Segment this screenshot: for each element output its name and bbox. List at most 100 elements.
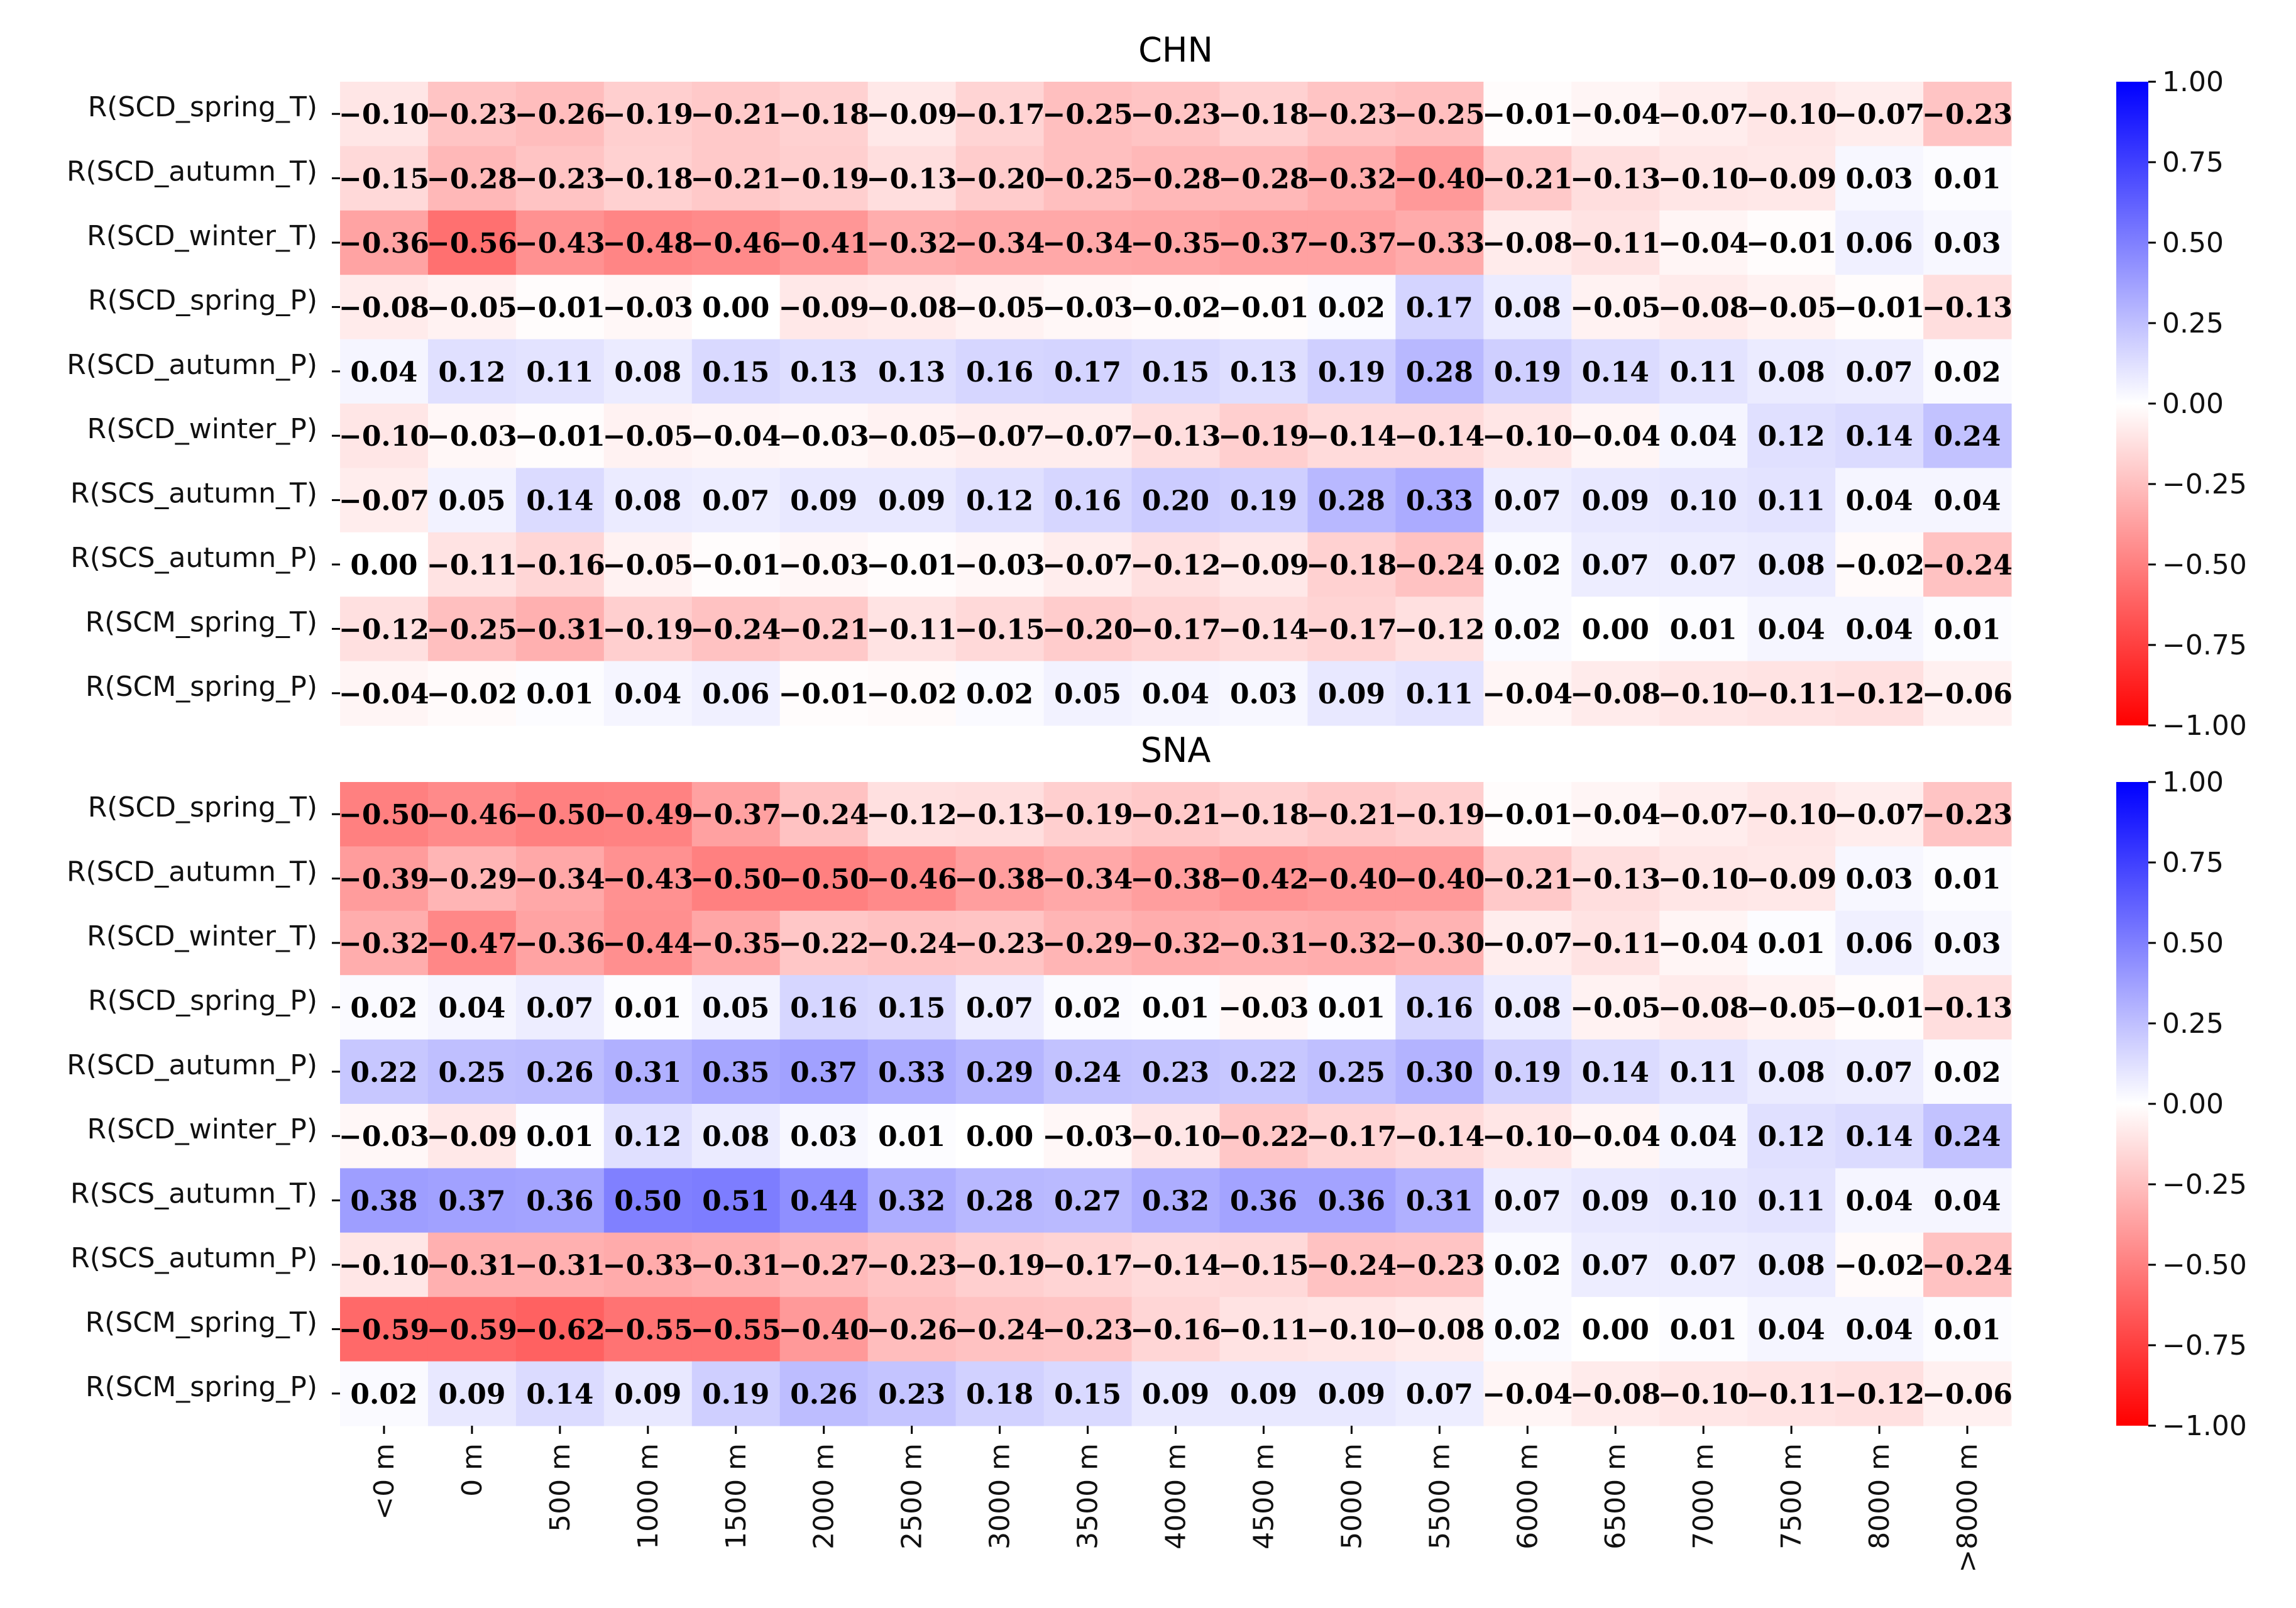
cell-value-label: 0.04 <box>1845 1314 1913 1346</box>
heatmap-cell <box>1483 1039 1572 1104</box>
heatmap-cell <box>1835 82 1924 146</box>
cell-value-label: 0.11 <box>1670 1057 1737 1089</box>
heatmap-cell <box>1043 1361 1133 1426</box>
cell-value-label: 0.19 <box>1318 356 1385 388</box>
heatmap-cell <box>603 1232 693 1297</box>
cell-value-label: −0.32 <box>1130 928 1221 960</box>
cell-value-label: −0.18 <box>1306 549 1397 581</box>
cell-value-label: −0.15 <box>1218 1250 1309 1282</box>
heatmap-cell <box>340 661 429 726</box>
heatmap-cell <box>1571 1039 1660 1104</box>
colorbar-tick-label: 0.75 <box>2162 847 2224 879</box>
heatmap-cell <box>779 339 869 404</box>
heatmap-cell <box>1395 975 1484 1040</box>
cell-value-label: −0.33 <box>1394 228 1485 260</box>
cell-value-label: −0.23 <box>1922 799 2013 831</box>
cell-value-label: −0.16 <box>1130 1314 1221 1346</box>
heatmap-cell <box>1219 1297 1309 1362</box>
heatmap-cell <box>1659 82 1748 146</box>
cell-value-label: 0.19 <box>1230 485 1297 517</box>
cell-value-label: −0.10 <box>339 421 429 453</box>
cell-value-label: −0.01 <box>867 549 957 581</box>
heatmap-cell <box>955 532 1045 597</box>
heatmap-cell <box>1923 339 2012 404</box>
cell-value-label: −0.59 <box>427 1314 517 1346</box>
heatmap-cell <box>1131 532 1221 597</box>
heatmap-cell <box>1131 404 1221 468</box>
cell-value-label: 0.38 <box>350 1186 417 1218</box>
cell-value-label: 0.35 <box>702 1057 769 1089</box>
cell-value-label: −0.11 <box>867 614 957 646</box>
heatmap-cell <box>1923 910 2012 976</box>
cell-value-label: −0.44 <box>603 928 693 960</box>
cell-value-label: −0.37 <box>691 799 781 831</box>
cell-value-label: 0.02 <box>1494 614 1561 646</box>
cell-value-label: 0.51 <box>702 1186 769 1218</box>
heatmap-cell <box>867 661 957 726</box>
cell-value-label: −0.14 <box>1394 1121 1485 1153</box>
cell-value-label: −0.10 <box>1658 1379 1749 1411</box>
cell-value-label: −0.28 <box>427 163 517 195</box>
cell-value-label: −0.35 <box>1130 228 1221 260</box>
cell-value-label: −0.09 <box>427 1121 517 1153</box>
heatmap-cell <box>1131 210 1221 275</box>
heatmap-cell <box>427 146 517 211</box>
heatmap-cell <box>1483 910 1572 976</box>
heatmap-cell <box>1659 210 1748 275</box>
cell-value-label: −0.25 <box>1394 99 1485 131</box>
row-label: R(SCD_spring_P) <box>88 284 317 316</box>
cell-value-label: 0.16 <box>1054 485 1121 517</box>
heatmap-cell <box>1131 1039 1221 1104</box>
cell-value-label: 0.03 <box>1933 228 2001 260</box>
heatmap-cell <box>955 82 1045 146</box>
heatmap-cell <box>779 468 869 533</box>
cell-value-label: −0.05 <box>1570 292 1661 324</box>
cell-value-label: −0.34 <box>955 228 1045 260</box>
cell-value-label: −0.38 <box>955 864 1045 896</box>
cell-value-label: 0.19 <box>702 1379 769 1411</box>
cell-value-label: 0.23 <box>1142 1057 1209 1089</box>
cell-value-label: −0.03 <box>955 549 1045 581</box>
column-label: 7000 m <box>1688 1443 1720 1550</box>
heatmap-cell <box>867 597 957 662</box>
heatmap-cell <box>427 846 517 911</box>
cell-value-label: 0.01 <box>1318 992 1385 1024</box>
heatmap-cell <box>1747 1104 1836 1169</box>
cell-value-label: −0.12 <box>867 799 957 831</box>
cell-value-label: 0.16 <box>966 356 1033 388</box>
heatmap-cell <box>1923 532 2012 597</box>
heatmap-cell <box>1043 275 1133 340</box>
heatmap-cell <box>1219 1104 1309 1169</box>
heatmap-cell <box>1043 1104 1133 1169</box>
cell-value-label: 0.04 <box>1758 614 1825 646</box>
cell-value-label: 0.11 <box>1670 356 1737 388</box>
cell-value-label: 0.01 <box>1758 928 1825 960</box>
heatmap-cell <box>1747 146 1836 211</box>
heatmap-cell <box>1131 597 1221 662</box>
cell-value-label: −0.24 <box>1394 549 1485 581</box>
heatmap-cell <box>1483 82 1572 146</box>
cell-value-label: −0.02 <box>867 678 957 710</box>
cell-value-label: −0.17 <box>1306 1121 1397 1153</box>
cell-value-label: 0.14 <box>1582 1057 1649 1089</box>
cell-value-label: −0.13 <box>1570 163 1661 195</box>
colorbar-tick-label: 1.00 <box>2162 766 2224 798</box>
heatmap-cell <box>867 975 957 1040</box>
cell-value-label: 0.02 <box>966 678 1033 710</box>
cell-value-label: 0.00 <box>1582 1314 1649 1346</box>
heatmap-cell <box>340 910 429 976</box>
heatmap-cell <box>427 82 517 146</box>
cell-value-label: 0.13 <box>1230 356 1297 388</box>
heatmap-cell <box>1043 975 1133 1040</box>
cell-value-label: −0.23 <box>1922 99 2013 131</box>
cell-value-label: −0.11 <box>1570 928 1661 960</box>
cell-value-label: −0.30 <box>1394 928 1485 960</box>
heatmap-cell <box>691 210 781 275</box>
row-label: R(SCD_spring_T) <box>88 91 317 123</box>
cell-value-label: −0.23 <box>1306 99 1397 131</box>
cell-value-label: −0.31 <box>515 614 605 646</box>
heatmap-cell <box>1571 846 1660 911</box>
heatmap-cell <box>603 1168 693 1233</box>
heatmap-cell <box>955 1297 1045 1362</box>
heatmap-cell <box>1747 661 1836 726</box>
